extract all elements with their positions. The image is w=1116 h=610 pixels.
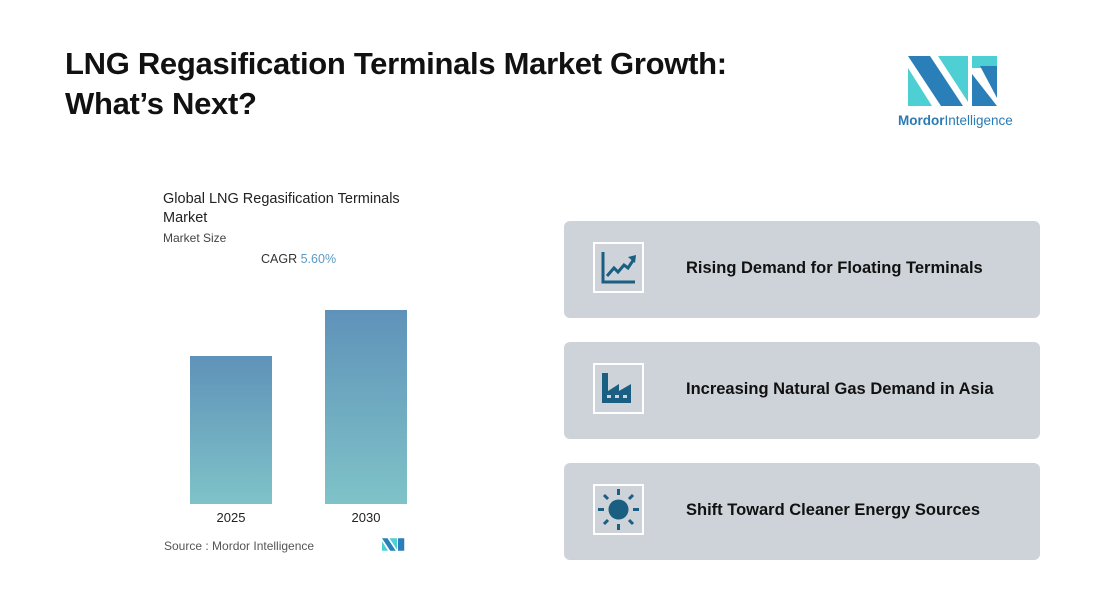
chart-title: Global LNG Regasification Terminals Mark… <box>163 191 400 226</box>
chart-subtitle: Market Size <box>163 231 227 245</box>
logo-text-bold: Mordor <box>898 113 945 128</box>
chart-source: Source : Mordor Intelligence <box>164 539 315 553</box>
mordor-logo: MordorIntelligence <box>898 56 1013 128</box>
card-label: Increasing Natural Gas Demand in Asia <box>686 380 994 398</box>
title-line-1: LNG Regasification Terminals Market Grow… <box>65 46 727 81</box>
chart-trend-up-icon <box>593 242 644 293</box>
card-label: Rising Demand for Floating Terminals <box>686 259 983 277</box>
cagr-annotation: CAGR 5.60% <box>261 252 336 266</box>
cagr-value: 5.60% <box>300 252 337 266</box>
x-tick-label-2025: 2025 <box>216 510 246 525</box>
logo-text-light: Intelligence <box>944 113 1013 128</box>
x-tick-label-2030: 2030 <box>351 510 381 525</box>
mordor-logo-mark-icon <box>908 56 997 106</box>
title-line-2: What’s Next? <box>65 86 257 121</box>
factory-icon <box>593 363 644 414</box>
cagr-label: CAGR <box>261 252 298 266</box>
card-natural-gas-asia: Increasing Natural Gas Demand in Asia <box>564 342 1040 439</box>
card-floating-terminals: Rising Demand for Floating Terminals <box>564 221 1040 318</box>
bar-2025 <box>190 355 272 504</box>
sun-icon <box>593 484 644 535</box>
market-size-chart: Global LNG Regasification Terminals Mark… <box>163 190 423 560</box>
bar-2030 <box>325 309 407 504</box>
card-label: Shift Toward Cleaner Energy Sources <box>686 501 981 519</box>
page-title: LNG Regasification Terminals Market Grow… <box>65 44 727 124</box>
source-logo-icon <box>382 538 405 551</box>
card-cleaner-energy: Shift Toward Cleaner Energy Sources <box>564 463 1040 560</box>
